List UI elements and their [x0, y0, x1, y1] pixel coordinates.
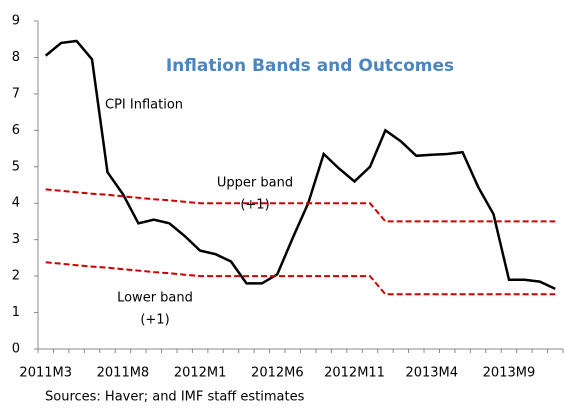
y-tick-label: 7 — [12, 86, 20, 101]
x-tick-label: 2011M8 — [97, 366, 150, 381]
y-tick-label: 0 — [12, 342, 20, 357]
y-tick-label: 1 — [12, 305, 20, 320]
y-tick-label: 9 — [12, 14, 20, 29]
x-tick-label: 2012M1 — [174, 366, 227, 381]
x-tick-label: 2013M4 — [405, 366, 458, 381]
x-tick-label: 2012M11 — [324, 366, 385, 381]
series-line — [44, 39, 556, 291]
y-tick-label: 2 — [12, 269, 20, 284]
series-line — [45, 188, 556, 223]
x-tick-label: 2011M3 — [19, 366, 72, 381]
y-tick-label: 5 — [12, 159, 20, 174]
annotation: CPI Inflation — [105, 98, 183, 113]
series-line — [45, 261, 556, 296]
x-tick-label: 2013M9 — [483, 366, 536, 381]
annotation: Lower band — [117, 291, 193, 306]
y-tick-label: 3 — [12, 232, 20, 247]
y-tick-label: 8 — [12, 50, 20, 65]
chart-title: Inflation Bands and Outcomes — [166, 56, 454, 76]
x-tick-label: 2012M6 — [251, 366, 304, 381]
y-tick-label: 4 — [12, 196, 20, 211]
annotation: (+1) — [240, 198, 269, 213]
annotation: (+1) — [140, 313, 169, 328]
annotation: Upper band — [217, 176, 293, 191]
y-tick-label: 6 — [12, 123, 20, 138]
source-note: Sources: Haver; and IMF staff estimates — [45, 390, 305, 405]
